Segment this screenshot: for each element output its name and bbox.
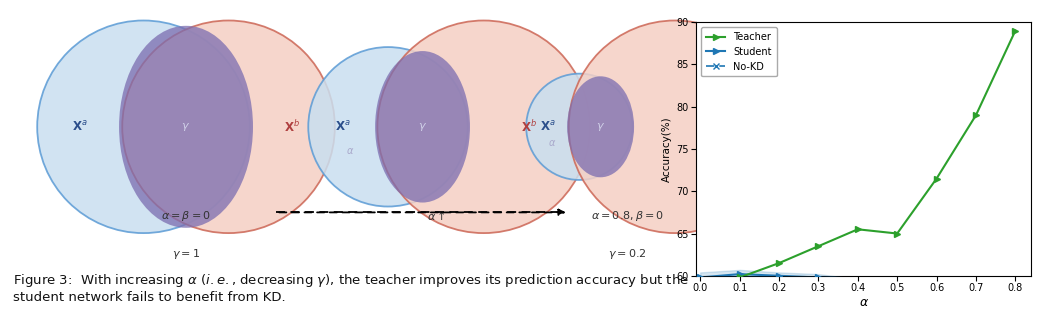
Teacher	[930, 177, 943, 180]
Ellipse shape	[308, 47, 468, 206]
Text: $\mathbf{X}^b$: $\mathbf{X}^b$	[284, 119, 301, 135]
Text: $\gamma = 0.2$: $\gamma = 0.2$	[608, 247, 646, 261]
Text: $\gamma$: $\gamma$	[182, 121, 190, 133]
No-KD	[891, 288, 904, 292]
Y-axis label: Accuracy(%): Accuracy(%)	[662, 116, 672, 182]
Text: $\mathbf{X}^a$: $\mathbf{X}^a$	[540, 120, 555, 134]
No-KD	[773, 288, 786, 292]
No-KD	[969, 288, 982, 292]
Text: $\alpha$: $\alpha$	[345, 146, 354, 156]
Text: $\mathbf{X}^b$: $\mathbf{X}^b$	[698, 119, 715, 135]
Text: $\gamma$: $\gamma$	[418, 121, 427, 133]
Student	[733, 272, 746, 276]
Student	[851, 281, 864, 284]
Teacher	[851, 227, 864, 231]
Teacher	[1009, 29, 1022, 33]
Student	[969, 282, 982, 286]
Student	[812, 275, 825, 279]
Teacher	[733, 275, 746, 279]
Text: $\alpha\uparrow$: $\alpha\uparrow$	[426, 209, 445, 222]
Ellipse shape	[568, 76, 634, 177]
Ellipse shape	[37, 21, 250, 233]
Text: $\mathbf{X}^b$: $\mathbf{X}^b$	[521, 119, 537, 135]
Ellipse shape	[377, 21, 590, 233]
Text: $\mathbf{X}^a$: $\mathbf{X}^a$	[335, 120, 351, 134]
Student	[930, 281, 943, 284]
Teacher	[891, 232, 904, 236]
Teacher	[773, 261, 786, 265]
Text: Figure 3:  With increasing $\alpha$ ($\mathit{i.e.}$, decreasing $\gamma$), the : Figure 3: With increasing $\alpha$ ($\ma…	[13, 272, 689, 304]
X-axis label: $\alpha$: $\alpha$	[859, 296, 868, 309]
Text: $\alpha$: $\alpha$	[547, 138, 556, 148]
Ellipse shape	[526, 74, 632, 180]
No-KD	[694, 288, 707, 292]
Text: $\gamma = 1$: $\gamma = 1$	[172, 247, 200, 261]
Student	[773, 274, 786, 278]
No-KD	[733, 288, 746, 292]
Text: $\gamma$: $\gamma$	[596, 121, 605, 133]
Line: Student: Student	[697, 271, 1018, 291]
Text: $\mathbf{X}^a$: $\mathbf{X}^a$	[72, 120, 87, 134]
Line: No-KD: No-KD	[697, 288, 1018, 293]
No-KD	[812, 288, 825, 292]
Teacher	[812, 244, 825, 248]
Ellipse shape	[375, 51, 470, 203]
Ellipse shape	[569, 21, 781, 233]
Line: Teacher: Teacher	[697, 28, 1018, 285]
Student	[891, 282, 904, 286]
No-KD	[1009, 288, 1022, 292]
No-KD	[930, 288, 943, 292]
Ellipse shape	[122, 21, 335, 233]
Teacher	[694, 281, 707, 284]
Student	[694, 275, 707, 279]
Legend: Teacher, Student, No-KD: Teacher, Student, No-KD	[702, 27, 777, 76]
Ellipse shape	[119, 26, 253, 228]
No-KD	[851, 288, 864, 292]
Text: $\alpha = \beta = 0$: $\alpha = \beta = 0$	[161, 209, 212, 223]
Teacher	[969, 113, 982, 117]
Text: $\alpha = 0.8, \beta = 0$: $\alpha = 0.8, \beta = 0$	[591, 209, 663, 223]
Student	[1009, 287, 1022, 290]
